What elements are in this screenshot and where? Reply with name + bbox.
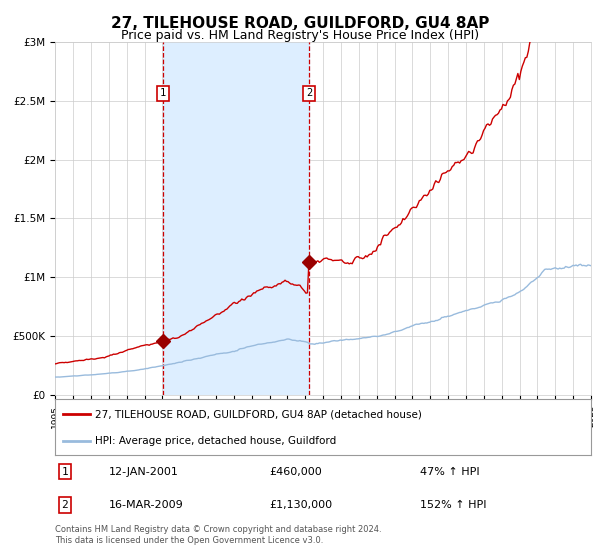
Text: 152% ↑ HPI: 152% ↑ HPI bbox=[419, 500, 486, 510]
Text: HPI: Average price, detached house, Guildford: HPI: Average price, detached house, Guil… bbox=[95, 436, 337, 446]
Text: 27, TILEHOUSE ROAD, GUILDFORD, GU4 8AP: 27, TILEHOUSE ROAD, GUILDFORD, GU4 8AP bbox=[111, 16, 489, 31]
Text: Price paid vs. HM Land Registry's House Price Index (HPI): Price paid vs. HM Land Registry's House … bbox=[121, 29, 479, 42]
Text: 27, TILEHOUSE ROAD, GUILDFORD, GU4 8AP (detached house): 27, TILEHOUSE ROAD, GUILDFORD, GU4 8AP (… bbox=[95, 409, 422, 419]
Text: Contains HM Land Registry data © Crown copyright and database right 2024.
This d: Contains HM Land Registry data © Crown c… bbox=[55, 525, 382, 545]
Text: £460,000: £460,000 bbox=[269, 466, 322, 477]
Text: 47% ↑ HPI: 47% ↑ HPI bbox=[419, 466, 479, 477]
Bar bbox=[163, 42, 309, 395]
Text: 2: 2 bbox=[306, 88, 312, 98]
Text: 2: 2 bbox=[61, 500, 68, 510]
Text: £1,130,000: £1,130,000 bbox=[269, 500, 332, 510]
Text: 12-JAN-2001: 12-JAN-2001 bbox=[109, 466, 179, 477]
Text: 1: 1 bbox=[160, 88, 166, 98]
Text: 1: 1 bbox=[61, 466, 68, 477]
Text: 16-MAR-2009: 16-MAR-2009 bbox=[109, 500, 184, 510]
